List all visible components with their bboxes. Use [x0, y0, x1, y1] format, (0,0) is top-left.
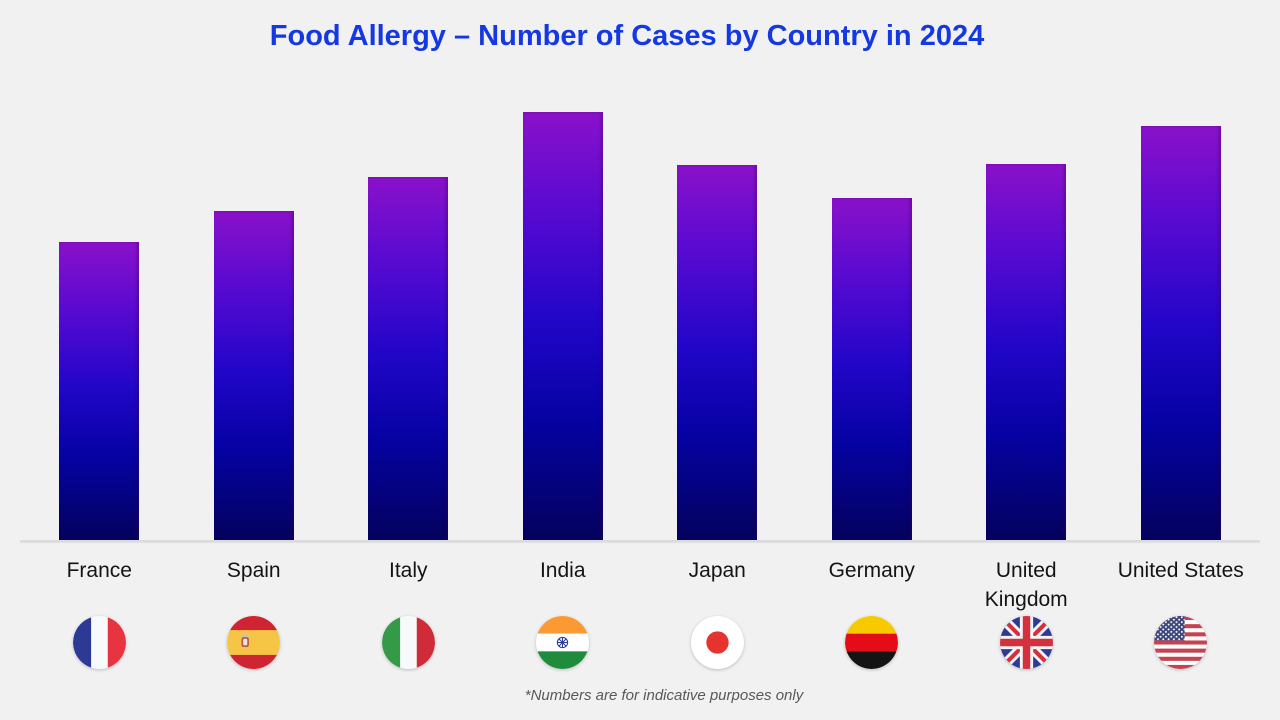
bar-japan: [677, 165, 758, 541]
column-united-states: [1104, 0, 1259, 541]
bar-spain: [213, 211, 294, 541]
flag-spain-icon: [227, 616, 281, 669]
bars-area: [22, 0, 1258, 541]
x-label-spain: Spain: [226, 559, 281, 582]
x-label-united-kingdom: United Kingdom: [984, 559, 1068, 611]
flag-us-icon: [1154, 616, 1208, 669]
x-label-united-states: United States: [1117, 559, 1244, 582]
column-japan: [640, 0, 795, 541]
flag-india-icon: [536, 616, 590, 669]
column-france: [22, 0, 177, 541]
bar-united-states: [1140, 126, 1221, 541]
bar-france: [59, 242, 140, 541]
column-italy: [331, 0, 486, 541]
x-label-germany: Germany: [828, 559, 915, 582]
flag-germany-icon: [845, 616, 899, 669]
flag-uk-icon: [999, 616, 1053, 669]
x-axis-line: [20, 540, 1260, 542]
chart-title: Food Allergy – Number of Cases by Countr…: [269, 20, 985, 52]
bar-united-kingdom: [986, 164, 1067, 541]
x-label-france: France: [66, 559, 132, 582]
flags-row: [22, 616, 1258, 669]
flag-italy-icon: [381, 616, 435, 669]
column-india: [486, 0, 641, 541]
x-axis-labels: France Spain Italy India Japan Germany U…: [22, 556, 1258, 614]
footnote: *Numbers are for indicative purposes onl…: [524, 687, 804, 704]
flag-japan-icon: [690, 616, 744, 669]
bar-italy: [368, 177, 449, 541]
x-label-italy: Italy: [388, 559, 428, 582]
column-united-kingdom: [949, 0, 1104, 541]
bar-india: [522, 112, 603, 541]
column-spain: [177, 0, 332, 541]
x-label-india: India: [539, 559, 586, 582]
x-label-japan: Japan: [688, 559, 746, 582]
flag-france-icon: [72, 616, 126, 669]
bar-germany: [831, 198, 912, 541]
column-germany: [795, 0, 950, 541]
